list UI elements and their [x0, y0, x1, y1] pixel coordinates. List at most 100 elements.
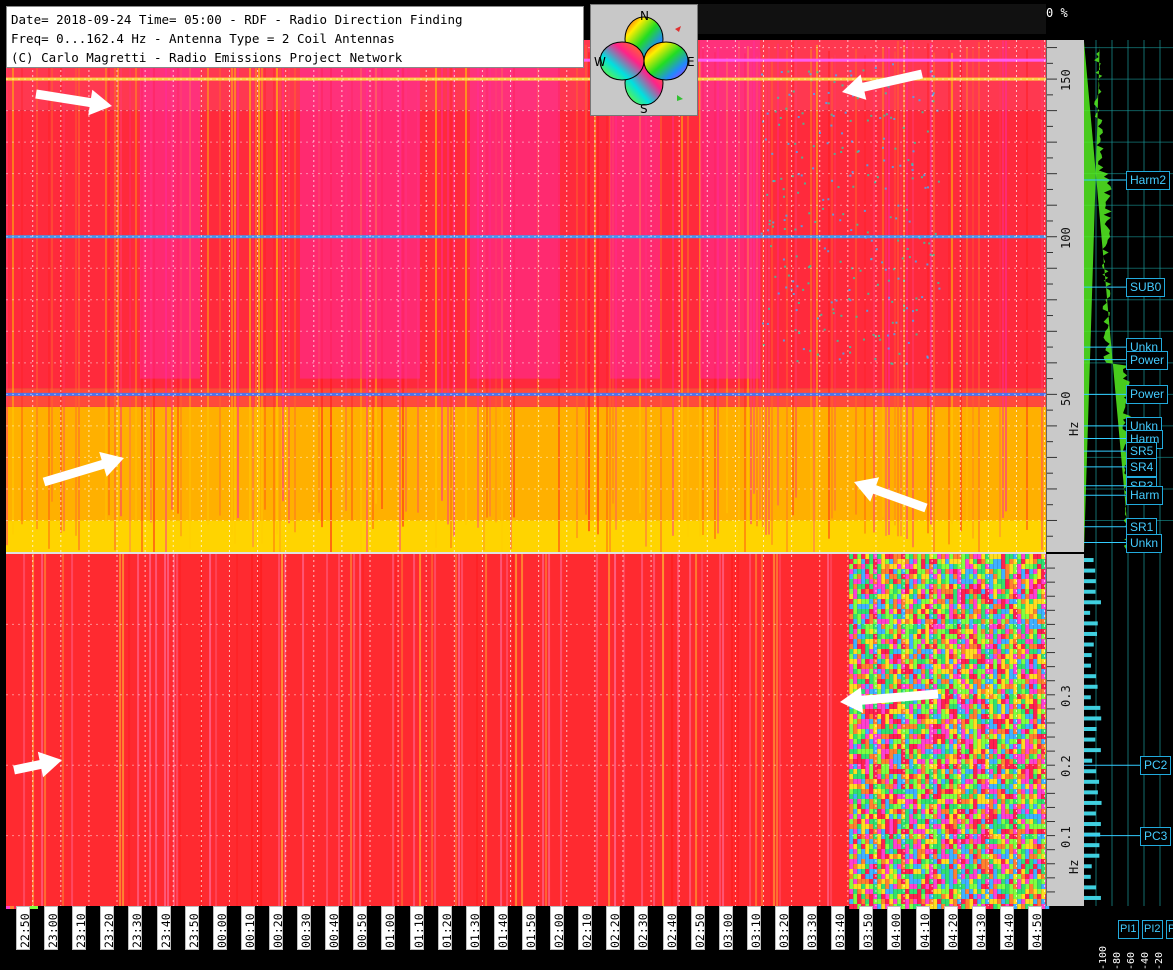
time-tick-text: 00:40 — [327, 913, 342, 948]
magenta-zone-0 — [140, 40, 200, 379]
histogram-bar — [1084, 716, 1102, 721]
time-tick-label: 23:20 — [100, 906, 116, 950]
upper-y-tick-label: 50 — [1059, 391, 1073, 407]
time-tick-text: 23:40 — [158, 913, 173, 948]
marker-label: SUB0 — [1126, 278, 1166, 298]
upper-y-tick-label: 150 — [1059, 69, 1073, 92]
bottom-band-label: PI2 — [1142, 920, 1163, 939]
time-tick-text: 01:00 — [383, 913, 398, 948]
histogram-bar — [1084, 705, 1101, 710]
compass-rose-icon: N E S W — [594, 9, 695, 116]
time-tick-text: 02:10 — [580, 913, 595, 948]
time-tick-label: 23:50 — [184, 906, 201, 950]
bottom-band-label: Pc5 — [1166, 920, 1173, 939]
time-tick-text: 23:10 — [74, 913, 89, 948]
time-tick-label: 01:20 — [437, 906, 454, 950]
magenta-zone-1 — [300, 40, 420, 379]
time-tick-label: 00:40 — [325, 906, 342, 950]
time-tick-label: 04:20 — [943, 906, 960, 950]
marker-label: PC3 — [1140, 826, 1172, 846]
white-arrow-2 — [42, 451, 124, 487]
histogram-bar — [1084, 642, 1094, 647]
histogram-bar — [1084, 589, 1096, 594]
histogram-bar — [1084, 758, 1093, 763]
time-tick-text: 01:30 — [467, 913, 482, 948]
white-arrow-4 — [840, 687, 939, 714]
time-tick-label: 01:50 — [522, 906, 538, 950]
time-tick-text: 01:40 — [495, 913, 510, 948]
freq-band-3 — [6, 110, 1046, 389]
histogram-bar — [1084, 558, 1094, 563]
histogram-bar — [1084, 832, 1101, 837]
db-tick-label: -80 — [1112, 951, 1123, 970]
lower-y-axis-unit: Hz — [1067, 859, 1081, 874]
time-tick-label: 01:40 — [493, 906, 510, 950]
histogram-bar — [1084, 568, 1096, 573]
time-tick-text: 00:10 — [242, 913, 257, 948]
time-tick-label: 03:30 — [803, 906, 819, 950]
histogram-bar — [1084, 769, 1097, 774]
histogram-bar — [1084, 600, 1101, 605]
upper-axis-ticks — [1047, 47, 1057, 537]
histogram-bar — [1084, 621, 1098, 626]
time-tick-label: 00:20 — [269, 906, 286, 950]
time-tick-text: 23:30 — [130, 913, 145, 948]
lower-segment-3 — [6, 554, 850, 906]
white-arrow-3 — [854, 477, 928, 513]
marker-label: SR4 — [1126, 457, 1158, 477]
time-tick-label: 22:50 — [16, 906, 33, 950]
time-tick-text: 03:10 — [748, 913, 763, 948]
svg-text:S: S — [640, 102, 648, 115]
grid — [6, 40, 1046, 906]
header-info-box: Date= 2018-09-24 Time= 05:00 - RDF - Rad… — [6, 6, 584, 68]
upper-spectrogram — [6, 40, 1046, 563]
upper-y-axis-unit: Hz — [1067, 421, 1081, 436]
magenta-zone-2 — [470, 40, 560, 379]
time-tick-label: 00:00 — [212, 906, 229, 950]
time-tick-text: 03:40 — [833, 913, 848, 948]
white-arrow-1 — [842, 69, 923, 100]
histogram-bar — [1084, 674, 1097, 679]
time-tick-label: 02:40 — [662, 906, 679, 950]
time-tick-label: 01:00 — [381, 906, 398, 950]
time-tick-label: 23:00 — [44, 906, 60, 950]
svg-text:N: N — [640, 9, 649, 23]
time-tick-text: 00:20 — [271, 913, 286, 948]
time-tick-text: 02:20 — [608, 913, 623, 948]
signal-strength-label: 0 % — [1046, 6, 1084, 28]
svg-text:W: W — [594, 55, 606, 69]
histogram-bar — [1084, 779, 1100, 784]
time-tick-label: 00:50 — [353, 906, 369, 950]
histogram-bar — [1084, 663, 1091, 668]
marker-label: Unkn — [1126, 533, 1163, 553]
db-tick-label: -40 — [1140, 951, 1151, 970]
histogram-bar — [1084, 748, 1101, 753]
histogram-bar — [1084, 737, 1096, 742]
time-tick-label: 04:50 — [1027, 906, 1044, 950]
histogram-bar — [1084, 800, 1102, 805]
time-tick-text: 02:50 — [692, 913, 707, 948]
time-tick-text: 00:30 — [299, 913, 314, 948]
time-tick-label: 23:30 — [128, 906, 145, 950]
lower-segment-4 — [849, 554, 1050, 909]
time-tick-label: 03:20 — [774, 906, 791, 950]
time-tick-label: 04:10 — [915, 906, 932, 950]
time-tick-text: 22:50 — [18, 913, 33, 948]
spectral-line-1 — [6, 77, 1046, 81]
time-tick-text: 02:30 — [636, 913, 651, 948]
panel-separator — [6, 552, 1046, 554]
histogram-bar — [1084, 695, 1091, 700]
time-tick-text: 04:30 — [973, 913, 988, 948]
header-copyright-line: (C) Carlo Magretti - Radio Emissions Pro… — [11, 50, 403, 65]
marker-label: Power — [1126, 385, 1169, 405]
time-tick-text: 00:00 — [214, 913, 229, 948]
time-tick-label: 03:40 — [831, 906, 848, 950]
histogram-bar — [1084, 885, 1097, 890]
freq-band-0 — [6, 520, 1046, 552]
histogram-bar — [1084, 727, 1097, 731]
db-tick-label: -100 — [1098, 945, 1109, 970]
histogram-bar — [1084, 631, 1098, 636]
histogram-bar — [1084, 864, 1092, 869]
